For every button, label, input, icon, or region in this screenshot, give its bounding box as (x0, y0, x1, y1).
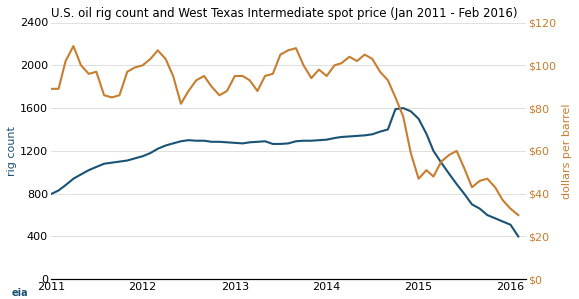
Text: eia: eia (12, 288, 28, 298)
Y-axis label: rig count: rig count (7, 126, 17, 176)
Y-axis label: dollars per barrel: dollars per barrel (562, 103, 572, 199)
Text: U.S. oil rig count and West Texas Intermediate spot price (Jan 2011 - Feb 2016): U.S. oil rig count and West Texas Interm… (51, 7, 517, 20)
